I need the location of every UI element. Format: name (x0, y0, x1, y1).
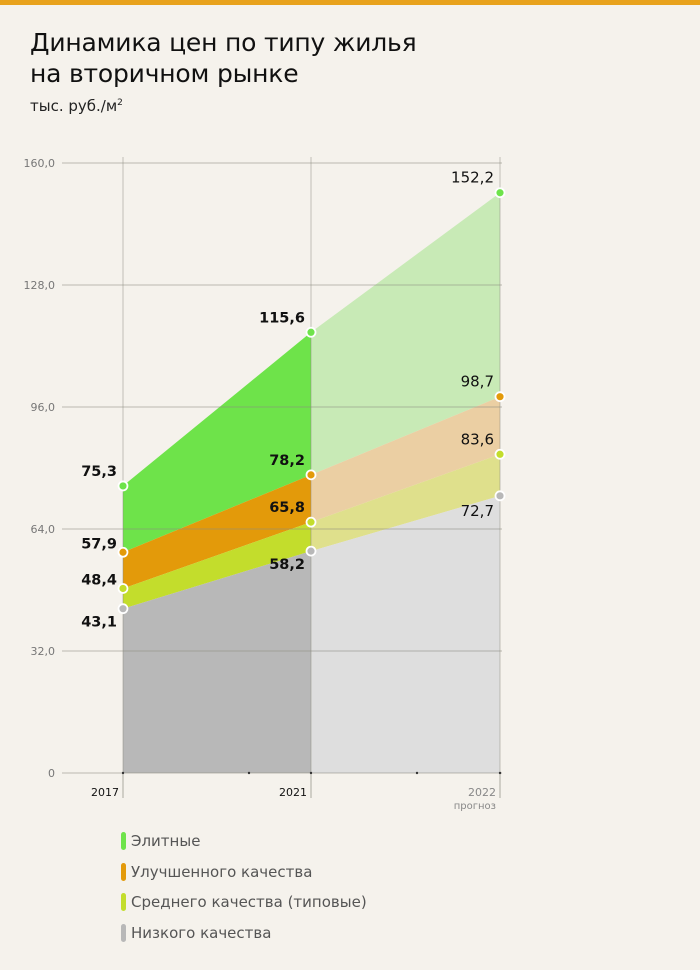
series-0-area-actual (123, 332, 311, 553)
data-label: 115,6 (259, 310, 305, 326)
baseline-tick (309, 771, 313, 775)
legend-label: Улучшенного качества (131, 862, 313, 881)
x-axis: 2017 2021 2022 прогноз (91, 771, 502, 812)
y-tick-label: 32,0 (31, 645, 56, 658)
data-point (494, 490, 506, 502)
series-2-area-actual (123, 522, 311, 609)
units-superscript: 2 (117, 98, 123, 108)
baseline-tick (498, 771, 502, 775)
baseline-tick (415, 771, 419, 775)
units-label: тыс. руб./м2 (30, 97, 123, 115)
data-point (305, 516, 317, 528)
legend-item: Улучшенного качества (121, 857, 367, 888)
chart-title-line-1: Динамика цен по типу жилья (30, 28, 417, 57)
forecast-note: прогноз (454, 801, 496, 812)
data-point (117, 583, 129, 594)
data-point (305, 469, 317, 481)
series-2-area-forecast (311, 454, 500, 552)
y-tick-label: 0 (48, 767, 55, 780)
legend-label: Среднего качества (типовые) (131, 893, 367, 912)
legend-label: Элитные (131, 832, 201, 851)
data-point (305, 545, 317, 557)
series-0-area-forecast (311, 192, 500, 475)
x-tick-label: 2021 (279, 786, 307, 799)
legend-swatch (121, 923, 126, 942)
chart-legend: Элитные Улучшенного качества Среднего каче… (121, 826, 367, 948)
chart-title-line-2: на вторичном рынке (30, 59, 299, 88)
x-tick-label: 2022 (468, 786, 496, 799)
x-tick-label: 2017 (91, 786, 119, 799)
chart-areas (123, 192, 500, 773)
data-point (494, 448, 506, 460)
baseline-tick (121, 771, 125, 775)
data-point (494, 187, 506, 199)
series-1-area-forecast (311, 396, 500, 523)
data-label: 75,3 (81, 464, 117, 480)
data-label: 43,1 (81, 615, 117, 631)
chart-points (117, 187, 506, 615)
baseline-tick (247, 771, 251, 775)
data-point (117, 546, 129, 558)
series-3-area-actual (123, 551, 311, 773)
data-label: 57,9 (81, 536, 117, 552)
units-text: тыс. руб./м (30, 97, 118, 115)
data-label: 48,4 (81, 572, 117, 588)
series-3-area-forecast (311, 495, 500, 773)
data-point (117, 480, 129, 492)
legend-swatch (121, 832, 126, 851)
legend-item: Элитные (121, 826, 367, 857)
y-tick-label: 64,0 (31, 523, 56, 536)
data-label: 78,2 (269, 453, 305, 469)
data-point (117, 603, 129, 615)
data-label: 98,7 (461, 373, 494, 391)
y-axis: 0 32,0 64,0 96,0 128,0 160,0 (24, 157, 56, 780)
data-label: 72,7 (461, 502, 494, 520)
chart-title: Динамика цен по типу жилья на вторичном … (30, 27, 530, 89)
y-tick-label: 96,0 (31, 401, 56, 414)
data-label: 58,2 (269, 557, 305, 573)
legend-swatch (121, 862, 126, 881)
chart-grid (62, 157, 502, 774)
data-point (305, 326, 317, 338)
data-label: 83,6 (461, 430, 494, 448)
data-labels: 75,3 115,6 152,2 57,9 78,2 98,7 48,4 65,8 83,6 43… (81, 169, 494, 631)
legend-item: Низкого качества (121, 918, 367, 949)
legend-label: Низкого качества (131, 923, 272, 942)
data-point (494, 391, 506, 403)
legend-item: Среднего качества (типовые) (121, 887, 367, 918)
y-tick-label: 160,0 (24, 157, 56, 170)
y-tick-label: 128,0 (24, 279, 56, 292)
top-accent-bar (0, 0, 700, 5)
series-1-area-actual (123, 474, 311, 589)
data-label: 152,2 (451, 169, 494, 187)
data-label: 65,8 (269, 500, 305, 516)
legend-swatch (121, 893, 126, 912)
area-chart: 0 32,0 64,0 96,0 128,0 160,0 2017 2021 2022 прог… (24, 157, 506, 812)
